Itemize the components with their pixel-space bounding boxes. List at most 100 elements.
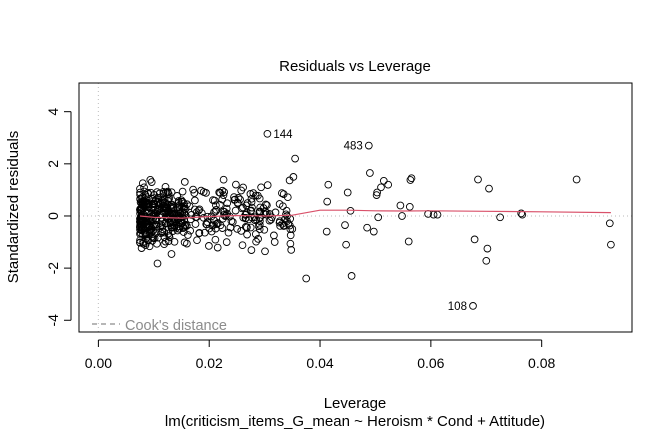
- data-point: [225, 212, 234, 221]
- data-point: [191, 196, 199, 205]
- data-point: [195, 205, 204, 214]
- data-point: [153, 206, 162, 214]
- data-point: [474, 175, 482, 184]
- data-point: [270, 238, 279, 246]
- data-point: [207, 227, 216, 236]
- data-point: [178, 197, 187, 206]
- data-point: [572, 175, 581, 184]
- data-point: [161, 182, 170, 191]
- data-point: [366, 169, 374, 177]
- data-point: [254, 235, 262, 243]
- data-point: [223, 199, 232, 208]
- x-axis-label: Leverage: [324, 395, 387, 412]
- data-point: [190, 189, 199, 197]
- data-point: [261, 247, 269, 256]
- data-point: [286, 225, 295, 233]
- data-point: [248, 203, 256, 212]
- point-annotations: 144 483 108: [273, 129, 467, 313]
- smooth-line: [139, 209, 611, 219]
- data-point: [261, 200, 270, 209]
- data-point: [216, 200, 224, 209]
- data-points: [136, 129, 615, 310]
- data-point: [180, 178, 189, 186]
- data-point: [192, 208, 201, 217]
- data-point: [167, 188, 176, 197]
- x-tick-label: 0.04: [306, 355, 333, 371]
- data-point: [373, 188, 381, 197]
- data-point: [233, 225, 242, 233]
- data-point: [483, 244, 492, 253]
- data-point: [219, 207, 228, 216]
- point-label-144: 144: [273, 129, 293, 141]
- data-point: [140, 183, 148, 192]
- data-point: [173, 214, 182, 223]
- data-point: [260, 225, 269, 234]
- data-point: [212, 220, 221, 229]
- data-point: [288, 225, 297, 233]
- data-point: [138, 179, 147, 188]
- data-point: [302, 274, 311, 283]
- data-point: [287, 246, 296, 254]
- data-point: [147, 178, 156, 186]
- data-point: [153, 188, 161, 196]
- data-point: [141, 241, 150, 250]
- data-point: [239, 183, 247, 192]
- legend-cooks-distance-label: Cook's distance: [125, 318, 227, 334]
- x-tick-label: 0.00: [85, 355, 112, 371]
- point-label-108: 108: [448, 301, 467, 313]
- y-tick-label: -2: [45, 262, 61, 275]
- data-point: [224, 228, 233, 237]
- data-point: [607, 240, 615, 249]
- point-label-483: 483: [344, 141, 363, 153]
- data-point: [164, 237, 173, 246]
- data-point: [246, 190, 255, 198]
- data-point: [183, 239, 191, 248]
- data-point: [238, 241, 247, 250]
- data-point: [186, 226, 195, 235]
- data-point: [470, 235, 479, 244]
- model-formula-subtitle: lm(criticism_items_G_mean ~ Heroism * Co…: [165, 413, 545, 430]
- y-axis: -4 -2 0 2 4: [45, 108, 72, 326]
- data-point: [282, 210, 290, 219]
- data-point: [254, 222, 263, 230]
- data-point: [254, 191, 262, 200]
- data-point: [363, 223, 371, 232]
- data-point: [372, 191, 381, 199]
- data-point: [138, 221, 147, 229]
- data-point: [153, 239, 161, 248]
- data-point: [189, 185, 197, 194]
- chart-title: Residuals vs Leverage: [279, 58, 431, 75]
- data-point: [144, 190, 153, 198]
- data-point: [170, 237, 179, 246]
- data-point: [278, 189, 286, 197]
- y-tick-label: 0: [45, 212, 61, 220]
- data-point: [379, 176, 388, 185]
- data-point: [218, 224, 227, 232]
- data-point: [404, 237, 413, 246]
- data-point: [279, 190, 288, 198]
- data-point: [496, 213, 504, 222]
- data-point: [232, 180, 240, 189]
- data-point: [323, 197, 332, 206]
- data-point: [205, 242, 213, 250]
- y-tick-label: 4: [45, 108, 61, 116]
- data-point: [226, 223, 235, 232]
- data-point: [178, 187, 187, 196]
- data-point: [289, 173, 298, 181]
- data-point: [173, 192, 181, 200]
- data-point: [469, 302, 477, 310]
- data-point: [398, 212, 406, 220]
- data-point: [369, 227, 378, 236]
- data-point: [270, 231, 278, 240]
- data-point: [247, 206, 256, 215]
- data-point: [166, 221, 175, 229]
- data-point: [146, 188, 155, 197]
- data-point: [143, 235, 152, 244]
- data-point: [167, 201, 176, 210]
- data-point: [406, 176, 415, 184]
- data-point: [377, 183, 385, 192]
- data-point: [276, 222, 284, 230]
- data-point: [199, 188, 208, 196]
- data-point: [174, 197, 183, 205]
